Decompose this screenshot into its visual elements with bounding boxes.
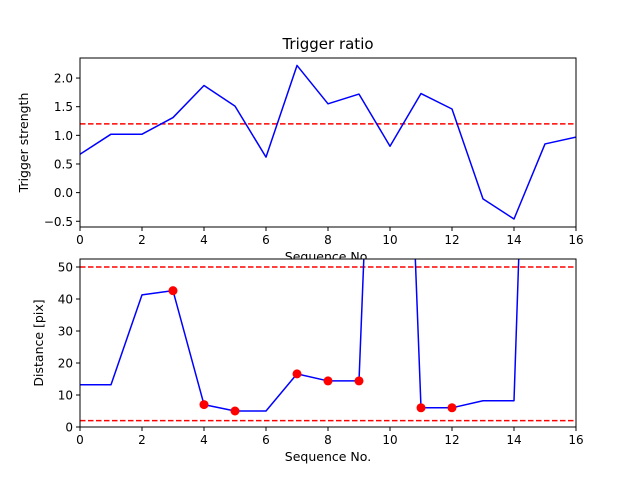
data-point-marker [447, 403, 457, 413]
x-tick-label: 4 [200, 433, 208, 447]
y-tick-label: 50 [58, 261, 73, 275]
x-tick-label: 12 [444, 433, 459, 447]
data-point-marker [199, 400, 209, 410]
series-line-1 [80, 64, 576, 220]
x-tick-label: 0 [76, 233, 84, 247]
x-tick-label: 8 [324, 233, 332, 247]
x-tick-label: 10 [382, 433, 397, 447]
y-axis-label: Distance [pix] [31, 299, 46, 386]
x-tick-label: 6 [262, 433, 270, 447]
x-tick-label: 14 [506, 433, 521, 447]
series-line-1 [80, 259, 520, 412]
y-tick-label: 1.5 [54, 100, 73, 114]
x-tick-label: 0 [76, 433, 84, 447]
y-tick-label: 20 [58, 357, 73, 371]
x-tick-label: 8 [324, 433, 332, 447]
plot-data-layer [80, 64, 576, 220]
plot-data-layer [80, 259, 576, 422]
x-tick-label: 2 [138, 233, 146, 247]
y-tick-label: 0 [65, 421, 73, 435]
y-tick-label: 0.5 [54, 157, 73, 171]
chart-panel-1: 0 2 4 6 8 10 12 14 16−0.50.00.51.01.52.0Sequence… [16, 35, 584, 264]
data-point-marker [168, 286, 178, 296]
plot-area [80, 259, 576, 427]
data-point-marker [292, 369, 302, 379]
y-axis-label: Trigger strength [16, 93, 31, 194]
chart-title: Trigger ratio [281, 35, 373, 53]
y-tick-label: 10 [58, 389, 73, 403]
y-tick-label: −0.5 [44, 215, 73, 229]
x-tick-label: 16 [568, 233, 583, 247]
y-tick-label: 2.0 [54, 72, 73, 86]
x-tick-label: 4 [200, 233, 208, 247]
data-point-marker [230, 406, 240, 416]
x-tick-label: 16 [568, 433, 583, 447]
data-point-marker [323, 376, 333, 386]
x-tick-label: 12 [444, 233, 459, 247]
y-tick-label: 30 [58, 325, 73, 339]
x-tick-label: 14 [506, 233, 521, 247]
y-tick-label: 1.0 [54, 129, 73, 143]
plot-area [80, 58, 576, 227]
data-point-marker [354, 376, 364, 386]
data-point-marker [416, 403, 426, 413]
y-tick-label: 0.0 [54, 186, 73, 200]
x-tick-label: 6 [262, 233, 270, 247]
x-tick-label: 10 [382, 233, 397, 247]
y-tick-label: 40 [58, 293, 73, 307]
x-axis-label: Sequence No. [285, 449, 371, 464]
x-tick-label: 2 [138, 433, 146, 447]
chart-panel-2: 0 2 4 6 8 10 12 14 16 0 10 20 30 40 50 Sequence No. Dist… [31, 258, 584, 464]
